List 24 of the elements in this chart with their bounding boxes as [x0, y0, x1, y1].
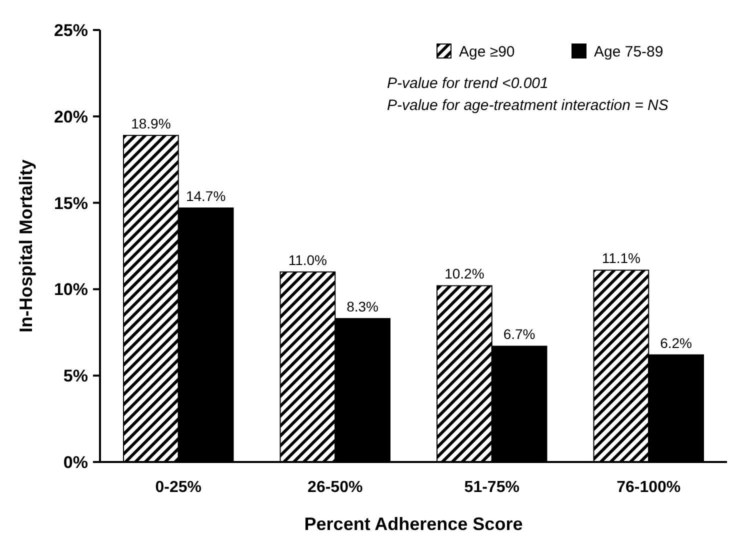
x-tick-label: 0-25% — [155, 479, 202, 496]
x-axis-title: Percent Adherence Score — [304, 514, 523, 534]
data-label: 6.7% — [503, 326, 536, 342]
legend-label: Age 75-89 — [594, 43, 664, 60]
legend-label: Age ≥90 — [459, 43, 515, 60]
y-tick-label: 25% — [54, 20, 88, 40]
y-tick-label: 20% — [54, 107, 88, 126]
x-tick-label: 26-50% — [308, 479, 363, 496]
annotation: P-value for age-treatment interaction = NS — [387, 97, 668, 114]
data-label: 8.3% — [346, 298, 379, 315]
data-label: 14.7% — [186, 188, 226, 204]
data-label: 11.0% — [288, 252, 328, 268]
y-tick-label: 5% — [63, 366, 88, 386]
data-label: 18.9% — [131, 115, 171, 132]
x-tick-label: 76-100% — [616, 479, 681, 496]
data-label: 11.1% — [602, 250, 641, 266]
y-tick-label: 10% — [54, 280, 88, 300]
y-axis-title: In-Hospital Mortality — [16, 159, 36, 333]
annotation: P-value for trend <0.001 — [387, 75, 548, 92]
y-tick-label: 15% — [54, 194, 88, 213]
data-label: 6.2% — [660, 334, 692, 351]
data-label: 10.2% — [444, 266, 484, 282]
y-tick-label: 0% — [63, 452, 88, 472]
x-tick-label: 51-75% — [464, 479, 520, 496]
